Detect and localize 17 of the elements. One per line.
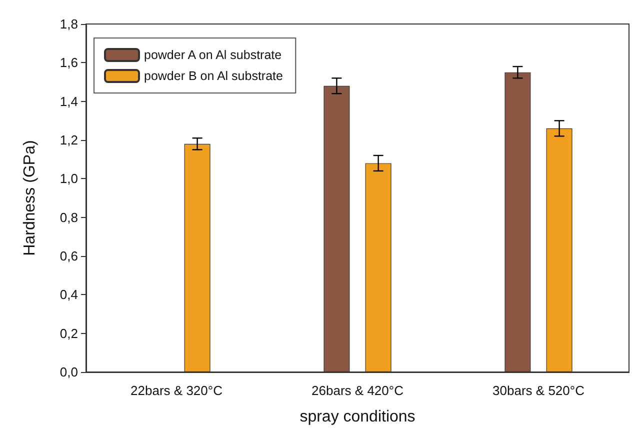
y-tick-label: 1,4 xyxy=(60,94,78,109)
y-tick-label: 0,0 xyxy=(60,364,78,380)
x-tick-label: 22bars & 320°C xyxy=(130,383,222,398)
y-tick-label: 0,8 xyxy=(60,210,78,225)
y-axis-title: Hardness (GPa) xyxy=(22,140,38,256)
x-tick-label: 30bars & 520°C xyxy=(492,383,584,398)
y-tick-label: 0,6 xyxy=(60,248,78,264)
legend-label: powder A on Al substrate xyxy=(144,48,282,62)
x-tick-label: 26bars & 420°C xyxy=(312,383,404,398)
y-tick-label: 0,4 xyxy=(60,287,78,302)
x-axis-title: spray conditions xyxy=(300,408,416,426)
y-tick-label: 1,0 xyxy=(60,171,78,186)
y-tick-label: 1,2 xyxy=(60,132,78,148)
y-tick-label: 1,8 xyxy=(60,16,78,32)
y-tick-label: 1,6 xyxy=(60,55,78,70)
y-tick-label: 0,2 xyxy=(60,326,78,341)
legend-label: powder B on Al substrate xyxy=(144,69,284,83)
